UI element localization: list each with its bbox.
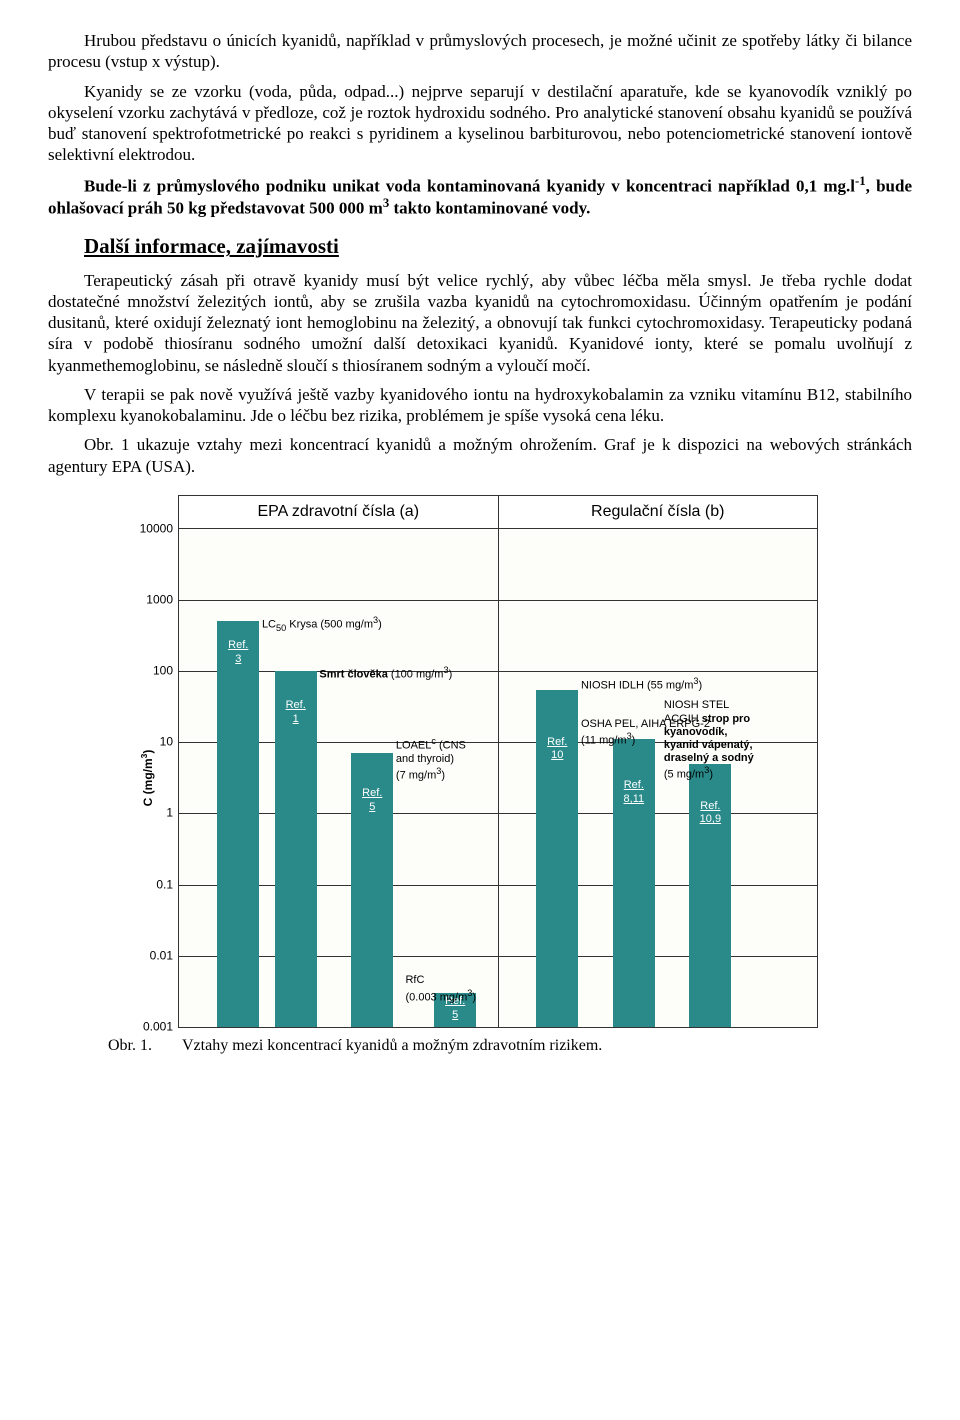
chart-plot: C (mg/m3) 1000010001001010.10.010.001Ref… (178, 528, 818, 1028)
chart-annotation: LOAELc (CNSand thyroid)(7 mg/m3) (396, 736, 506, 783)
chart-bar: Ref.10,9 (689, 764, 731, 1027)
section-heading: Další informace, zajímavosti (84, 233, 912, 259)
chart-bar: Ref.1 (275, 671, 317, 1027)
chart-annotation: LC50 Krysa (500 mg/m3) (262, 615, 442, 634)
caption-label: Obr. 1. (108, 1036, 152, 1056)
y-tick-label: 0.001 (143, 1019, 179, 1034)
y-tick-label: 1 (166, 806, 179, 821)
bar-ref-label: Ref.1 (286, 699, 306, 727)
chart-header-left: EPA zdravotní čísla (a) (179, 496, 499, 528)
paragraph-2: Kyanidy se ze vzorku (voda, půda, odpad.… (48, 81, 912, 166)
chart-annotation: NIOSH STELACGIH strop prokyanovodík,kyan… (664, 699, 824, 782)
chart-header-right: Regulační čísla (b) (499, 496, 818, 528)
chart-bar: Ref.5 (351, 753, 393, 1027)
paragraph-1: Hrubou představu o únicích kyanidů, např… (48, 30, 912, 73)
caption-text: Vztahy mezi koncentrací kyanidů a možným… (182, 1036, 602, 1056)
y-tick-label: 10000 (140, 521, 179, 536)
y-tick-label: 0.1 (156, 877, 179, 892)
chart-annotation: RfC(0.003 mg/m3) (405, 974, 515, 1004)
y-tick-label: 100 (153, 664, 179, 679)
y-tick-label: 0.01 (150, 948, 179, 963)
chart-bar: Ref.8,11 (613, 739, 655, 1027)
bar-ref-label: Ref.5 (362, 787, 382, 815)
y-tick-label: 1000 (146, 592, 179, 607)
bar-ref-label: Ref.3 (228, 639, 248, 667)
chart-annotation: NIOSH IDLH (55 mg/m3) (581, 676, 781, 693)
bar-ref-label: Ref.10,9 (700, 800, 721, 828)
figure-caption: Obr. 1. Vztahy mezi koncentrací kyanidů … (108, 1036, 912, 1056)
chart-annotation: Smrt člověka (100 mg/m3) (319, 665, 499, 682)
bar-ref-label: Ref.10 (547, 736, 567, 764)
bar-ref-label: Ref.8,11 (624, 779, 645, 807)
y-tick-label: 10 (160, 735, 179, 750)
chart-header: EPA zdravotní čísla (a) Regulační čísla … (178, 495, 818, 528)
chart-bar: Ref.10 (536, 690, 578, 1027)
paragraph-4: Terapeutický zásah při otravě kyanidy mu… (48, 270, 912, 376)
figure-1: EPA zdravotní čísla (a) Regulační čísla … (108, 495, 912, 1056)
paragraph-5: V terapii se pak nově využívá ještě vazb… (48, 384, 912, 427)
chart-bar: Ref.3 (217, 621, 259, 1026)
paragraph-6: Obr. 1 ukazuje vztahy mezi koncentrací k… (48, 434, 912, 477)
paragraph-3: Bude-li z průmyslového podniku unikat vo… (48, 174, 912, 220)
y-axis-label: C (mg/m3) (139, 749, 156, 806)
